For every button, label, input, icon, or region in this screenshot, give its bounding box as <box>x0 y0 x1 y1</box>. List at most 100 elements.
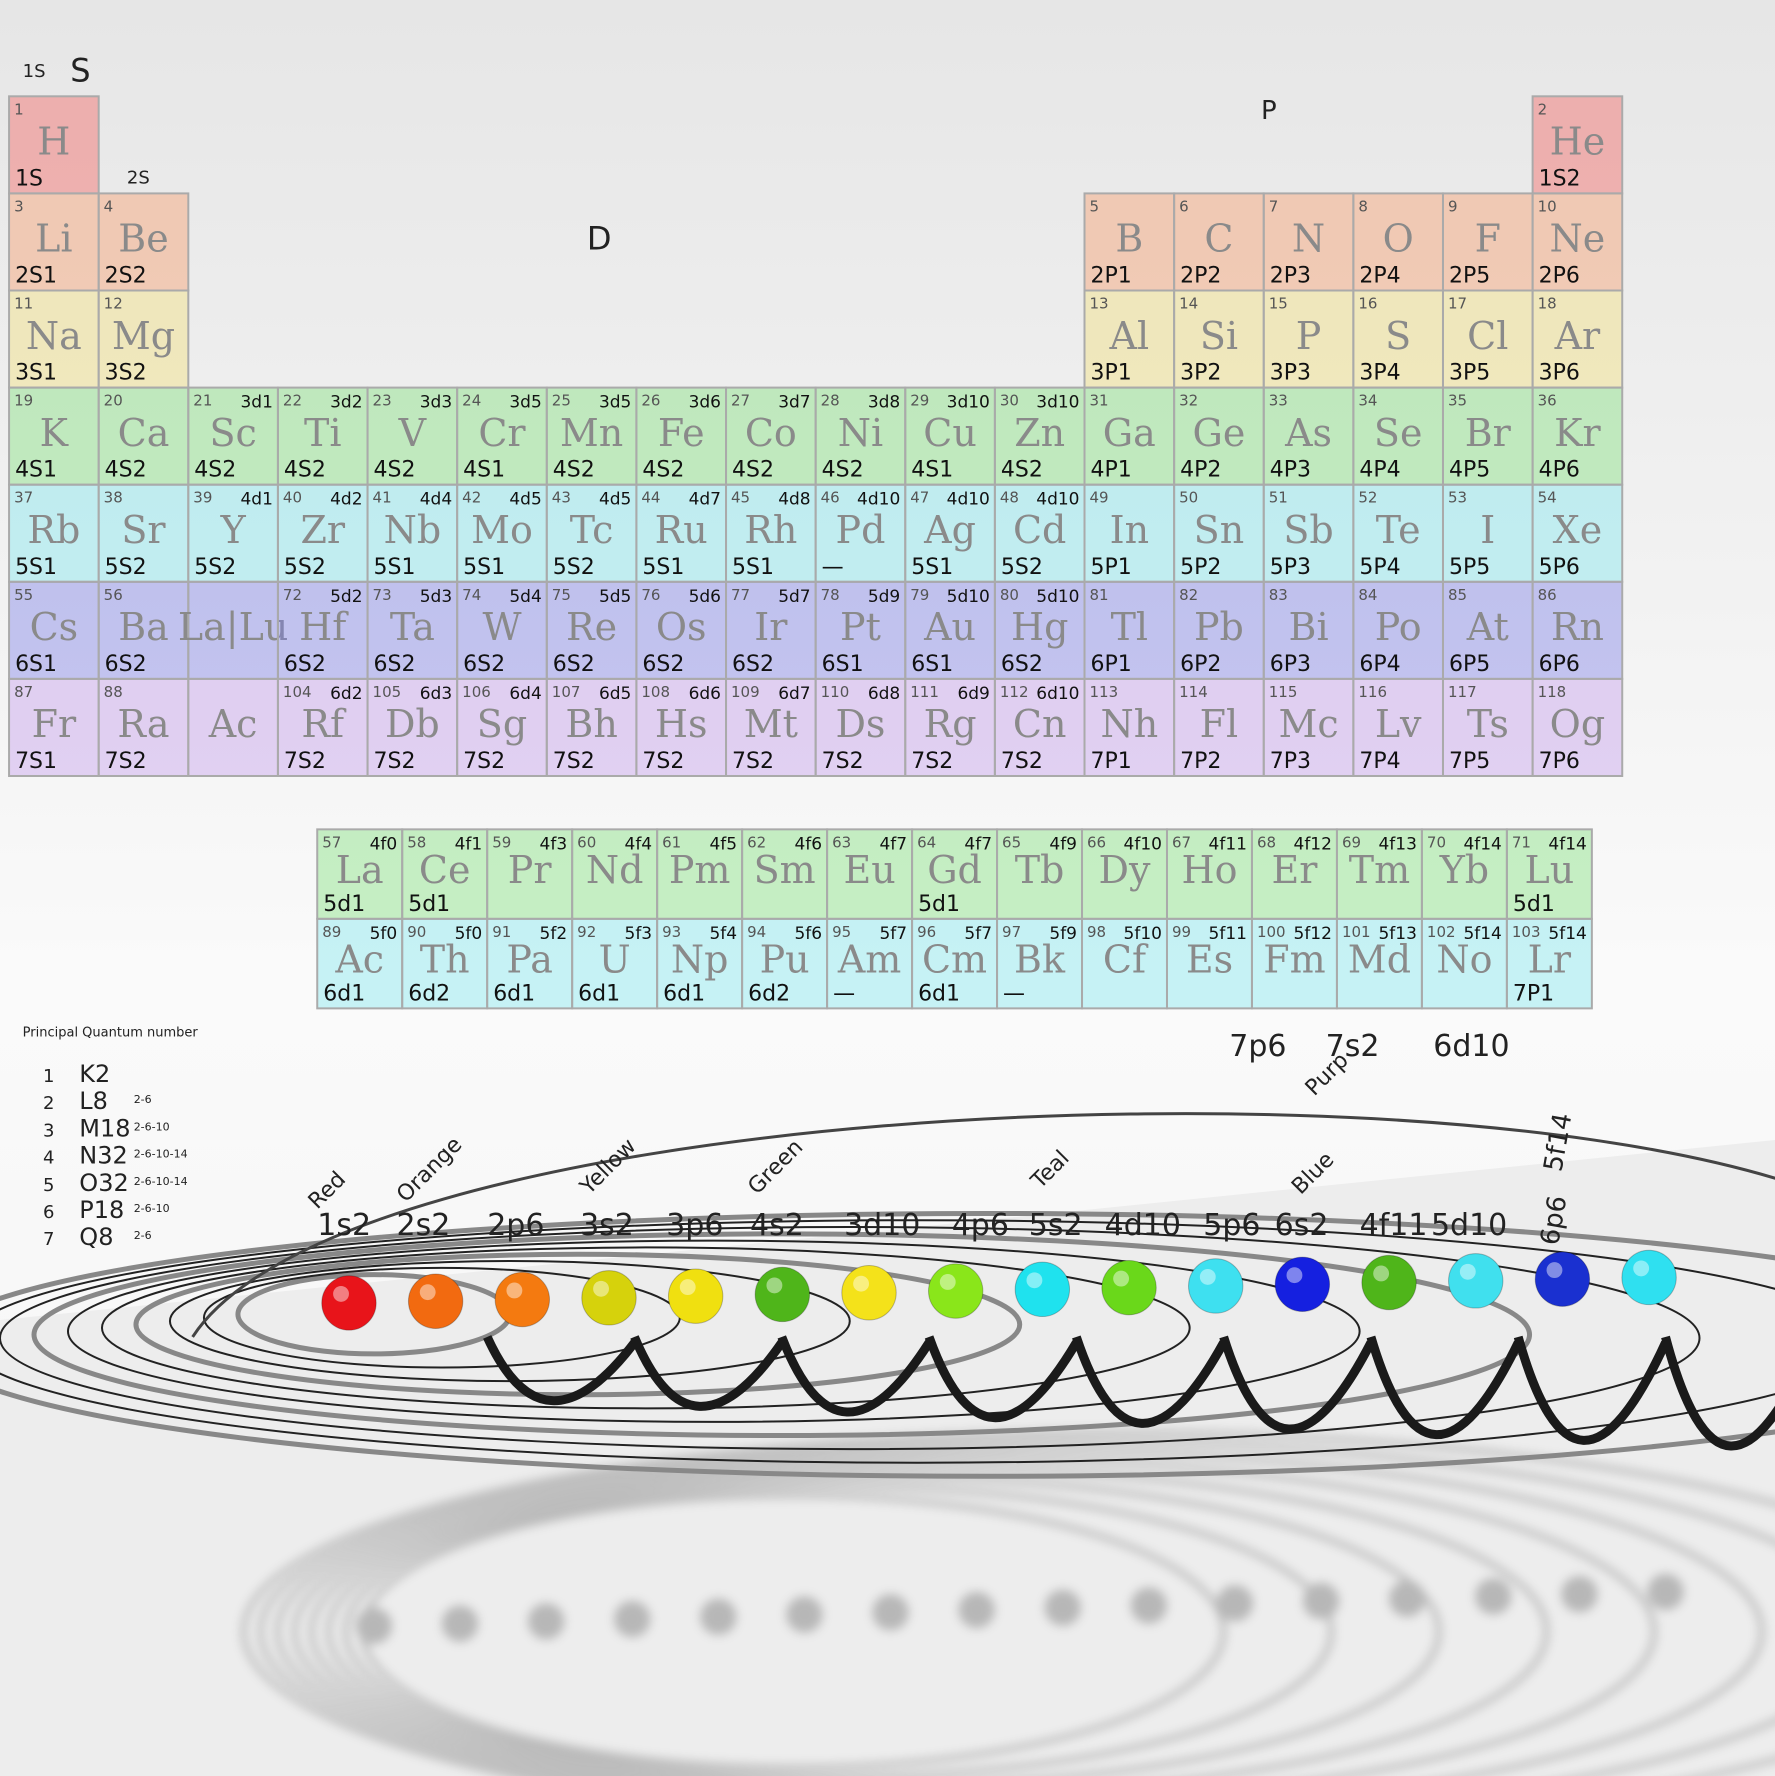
cell-bg <box>402 918 488 1009</box>
outer-config: 5S1 <box>463 555 505 580</box>
cell-bg <box>815 678 906 776</box>
subshell-config: 3d5 <box>509 393 541 413</box>
electron-sphere <box>1101 1259 1157 1316</box>
outer-config: 4S1 <box>463 458 505 483</box>
outer-config: 7S2 <box>642 749 684 774</box>
subshell-config: 4f3 <box>540 834 568 854</box>
subshell-config: 5d7 <box>778 587 810 607</box>
outer-config: 2P3 <box>1270 264 1311 289</box>
atomic-number: 98 <box>1087 923 1106 941</box>
shadow-ball <box>958 1591 995 1629</box>
cell-bg <box>277 581 368 679</box>
element-symbol: Se <box>1374 411 1423 455</box>
outer-config: 2P1 <box>1091 264 1132 289</box>
cell-bg <box>1506 918 1592 1009</box>
cell-bg <box>1263 290 1354 388</box>
atomic-number: 86 <box>1538 586 1557 604</box>
cell-bg <box>726 484 816 582</box>
outer-config: 2S2 <box>105 264 147 289</box>
shadow-ball <box>1475 1578 1512 1615</box>
orbital-label: 3d10 <box>844 1208 920 1243</box>
orbit <box>0 1226 1701 1451</box>
atomic-number: 8 <box>1358 197 1368 215</box>
atomic-number: 56 <box>104 586 123 604</box>
helix-loop <box>1366 1335 1523 1440</box>
cell-bg <box>1421 918 1507 1009</box>
atomic-number: 59 <box>492 833 511 851</box>
outer-config: 6S1 <box>822 652 864 677</box>
atomic-number: 109 <box>731 683 760 701</box>
element-symbol: Rh <box>744 508 797 552</box>
shell-sub: 2-6-10 <box>134 1202 170 1215</box>
atomic-number: 110 <box>821 683 850 701</box>
atomic-number: 87 <box>14 683 33 701</box>
shell-label: K2 <box>79 1060 110 1088</box>
atomic-number: 108 <box>641 683 670 701</box>
subshell-config: 5d6 <box>689 587 721 607</box>
atomic-number: 95 <box>832 923 851 941</box>
pq-title: Principal Quantum number <box>23 1026 199 1041</box>
atomic-number: 24 <box>462 392 481 410</box>
cell-bg <box>1174 387 1264 485</box>
atomic-number: 18 <box>1538 295 1557 313</box>
outer-config: 5S1 <box>15 555 57 580</box>
sphere-highlight <box>1546 1262 1563 1279</box>
shadow-ball <box>1302 1582 1340 1620</box>
subshell-config: 6d6 <box>689 684 721 704</box>
atomic-number: 90 <box>407 923 426 941</box>
electron-sphere <box>407 1273 464 1329</box>
outer-config: 7P2 <box>1180 749 1221 774</box>
subshell-config: 4d2 <box>330 490 362 510</box>
element-symbol: W <box>482 605 521 649</box>
element-symbol: Cd <box>1013 508 1066 552</box>
element-symbol: Ru <box>655 508 708 552</box>
cell-bg <box>726 581 816 679</box>
outer-config: 5d1 <box>1513 892 1555 917</box>
element-symbol: Ac <box>208 702 258 746</box>
element-symbol: Cn <box>1013 702 1067 746</box>
outer-config: 4S2 <box>732 458 774 483</box>
atomic-number: 111 <box>910 683 939 701</box>
cell-bg <box>1082 918 1167 1009</box>
atomic-number: 81 <box>1090 586 1109 604</box>
cell-bg <box>1532 96 1623 194</box>
helix-loop <box>777 1335 933 1417</box>
sphere-highlight <box>1026 1272 1043 1289</box>
orbital-label: 1s2 <box>317 1208 371 1243</box>
atomic-number: 107 <box>552 683 581 701</box>
shell-label: O32 <box>79 1169 128 1197</box>
element-symbol: Tc <box>570 508 614 552</box>
element-symbol: Ta <box>390 605 435 649</box>
cell-bg <box>317 829 403 919</box>
cell-bg <box>487 829 573 919</box>
cell-bg <box>1353 290 1443 388</box>
element-symbol: Hg <box>1011 605 1068 649</box>
cell-bg <box>98 290 189 388</box>
outer-config: 4S2 <box>642 458 684 483</box>
cell-bg <box>1263 678 1354 776</box>
electron-sphere <box>321 1275 377 1331</box>
atomic-number: 16 <box>1358 295 1377 313</box>
atomic-number: 47 <box>910 489 929 507</box>
shell-number: 7 <box>43 1229 54 1250</box>
element-symbol: Ar <box>1554 314 1601 358</box>
shell-sub: 2-6 <box>134 1229 152 1242</box>
cell-bg <box>905 387 995 485</box>
outer-config: — <box>1003 981 1025 1006</box>
atomic-number: 88 <box>104 683 123 701</box>
outer-config: 7S2 <box>1001 749 1043 774</box>
outer-config: 7P1 <box>1513 981 1554 1006</box>
outer-config: 6d1 <box>663 981 705 1006</box>
cell-bg <box>636 678 727 776</box>
outer-config: 6S2 <box>463 652 505 677</box>
subshell-config: 4f7 <box>879 834 907 854</box>
cell-bg <box>1251 829 1337 919</box>
element-symbol: Pu <box>760 938 810 982</box>
block-label: P <box>1261 96 1277 126</box>
element-symbol: Ds <box>835 702 885 746</box>
atomic-number: 14 <box>1179 295 1198 313</box>
element-symbol: Lu <box>1525 848 1575 892</box>
element-symbol: Pd <box>836 508 886 552</box>
cell-bg <box>188 581 278 679</box>
